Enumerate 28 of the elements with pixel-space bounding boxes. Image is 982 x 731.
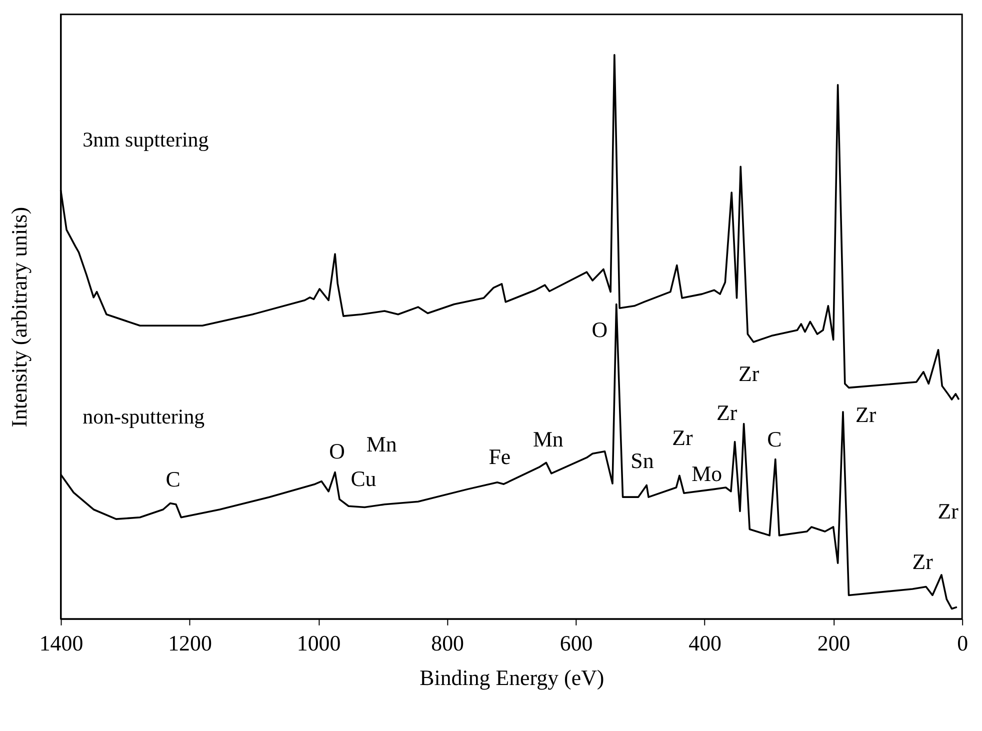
annotation: C [166,466,180,492]
x-tick-label: 600 [560,630,593,656]
annotation: Sn [630,448,654,474]
x-tick-label: 1200 [168,630,212,656]
x-tick-label: 800 [431,630,464,656]
annotation: O [592,317,608,342]
annotation: C [767,426,782,452]
y-axis-title: Intensity (arbitrary units) [6,207,32,428]
x-tick-label: 0 [957,630,968,656]
annotation: O [329,438,345,464]
annotation: Zr [716,400,738,425]
annotation: Zr [912,548,934,574]
annotation: Zr [738,360,760,386]
x-tick-label: 200 [817,630,850,656]
annotation: Zr [938,498,960,524]
x-tick-label: 400 [688,630,722,656]
annotation: Cu [350,466,376,492]
x-tick-label: 1000 [296,630,341,656]
annotation: Mo [692,461,722,486]
annotation: Zr [856,402,877,427]
text: 3nm supttering [82,127,210,152]
annotation: Fe [488,444,511,470]
text: non-sputtering [82,404,206,429]
x-tick-label: 1400 [39,630,84,656]
annotation: Mn [532,426,564,452]
annotation: Mn [366,432,397,457]
annotation: Zr [672,424,694,450]
x-axis-title: Binding Energy (eV) [420,665,604,690]
